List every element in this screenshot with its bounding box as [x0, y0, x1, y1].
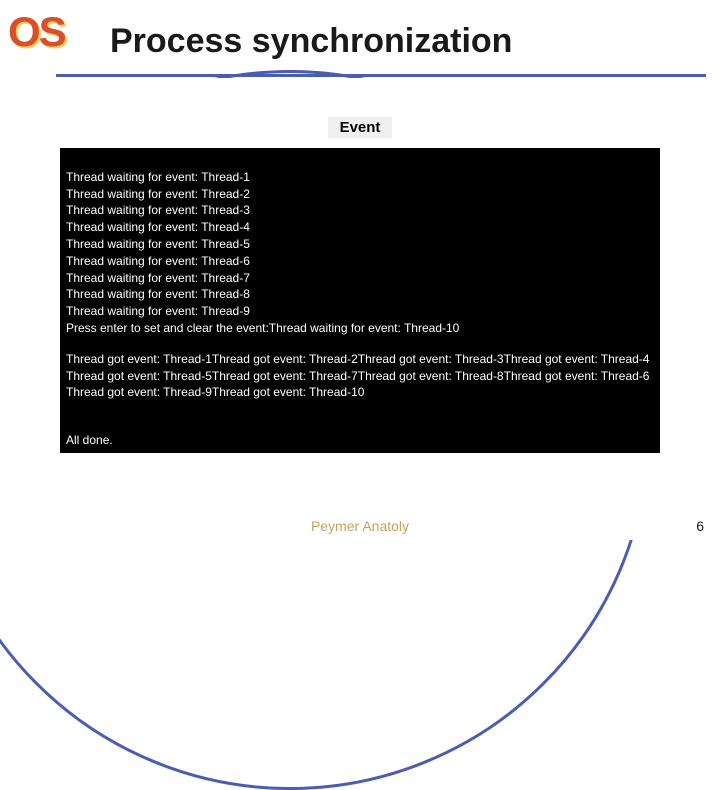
console-line: Thread waiting for event: Thread-3 — [66, 203, 250, 217]
event-label: Event — [328, 117, 393, 138]
console-line: Press enter to set and clear the event:T… — [66, 321, 459, 335]
title-underline — [56, 74, 706, 77]
console-line: Thread waiting for event: Thread-5 — [66, 237, 250, 251]
logo-text: OS — [8, 8, 65, 56]
console-output: Thread waiting for event: Thread-1 Threa… — [60, 148, 660, 453]
console-line: Thread waiting for event: Thread-9 — [66, 304, 250, 318]
console-line: Thread waiting for event: Thread-1 — [66, 170, 250, 184]
console-line: Thread waiting for event: Thread-7 — [66, 271, 250, 285]
console-got-block: Thread got event: Thread-1Thread got eve… — [66, 352, 649, 400]
console-done: All done. — [66, 433, 113, 447]
page-title: Process synchronization — [110, 22, 512, 61]
console-line: Thread waiting for event: Thread-4 — [66, 220, 250, 234]
console-line: Thread waiting for event: Thread-8 — [66, 287, 250, 301]
console-line: Thread waiting for event: Thread-6 — [66, 254, 250, 268]
console-line: Thread waiting for event: Thread-2 — [66, 187, 250, 201]
page-number: 6 — [696, 518, 704, 534]
footer-author: Peymer Anatoly — [0, 518, 720, 534]
